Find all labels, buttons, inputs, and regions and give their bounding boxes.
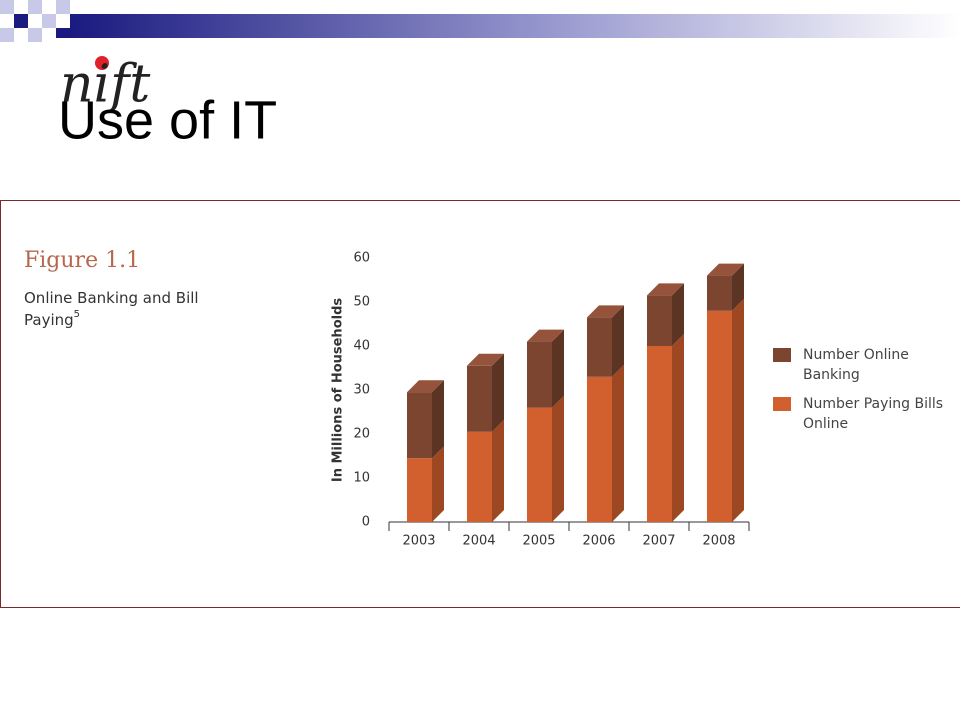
- y-tick-label: 30: [353, 383, 370, 398]
- bar-side: [492, 419, 504, 522]
- bar-top: [587, 305, 624, 318]
- bar: [707, 310, 732, 522]
- bar-top: [647, 283, 684, 296]
- bar-top: [407, 380, 444, 393]
- bar-top: [467, 353, 504, 366]
- legend-line: Online: [803, 416, 848, 432]
- bar: [587, 376, 612, 522]
- bar-side: [672, 283, 684, 346]
- bar: [647, 295, 672, 346]
- x-tick-label: 2005: [522, 534, 555, 549]
- bar-top: [527, 329, 564, 342]
- bar-side: [432, 380, 444, 459]
- legend-label: Number Online Banking: [803, 347, 909, 383]
- legend-label: Number Paying Bills Online: [803, 396, 943, 432]
- y-tick-label: 0: [362, 515, 370, 530]
- legend-line: Number Online: [803, 347, 909, 363]
- legend-swatch: [773, 348, 791, 362]
- logo: nift: [60, 55, 150, 115]
- chart-title: Online Banking and Bill Paying5: [24, 289, 199, 329]
- chart-title-line: Online Banking and Bill: [24, 289, 199, 307]
- logo-dot: [95, 56, 109, 70]
- bar-side: [732, 298, 744, 522]
- x-tick-label: 2004: [462, 534, 495, 549]
- bar-side: [552, 329, 564, 408]
- x-tick-label: 2003: [402, 534, 435, 549]
- bar: [647, 346, 672, 522]
- legend-line: Number Paying Bills: [803, 396, 943, 412]
- bar: [467, 365, 492, 432]
- bar-side: [552, 395, 564, 522]
- bar: [707, 275, 732, 311]
- bar: [587, 317, 612, 377]
- y-tick-label: 20: [353, 427, 370, 442]
- bar-side: [612, 305, 624, 377]
- y-tick-label: 40: [353, 339, 370, 354]
- bar-side: [432, 446, 444, 522]
- bar: [467, 431, 492, 522]
- bar: [527, 407, 552, 522]
- x-tick-label: 2006: [582, 534, 615, 549]
- bar-side: [672, 334, 684, 522]
- bar: [407, 458, 432, 522]
- bar-side: [612, 364, 624, 522]
- legend-line: Banking: [803, 367, 860, 383]
- y-tick-label: 10: [353, 471, 370, 486]
- bar-side: [732, 263, 744, 311]
- bar-top: [707, 263, 744, 276]
- y-tick-label: 50: [353, 295, 370, 310]
- slide-title: Use of IT: [58, 90, 277, 150]
- chart-title-line: Paying: [24, 311, 74, 329]
- y-tick-label: 60: [353, 251, 370, 266]
- footnote-mark: 5: [74, 309, 80, 320]
- legend-swatch: [773, 397, 791, 411]
- y-axis-label: In Millions of Households: [331, 298, 346, 483]
- bar: [527, 341, 552, 408]
- bar: [407, 392, 432, 459]
- x-tick-label: 2007: [642, 534, 675, 549]
- x-tick-label: 2008: [702, 534, 735, 549]
- figure-label: Figure 1.1: [24, 248, 140, 273]
- header-decoration: [0, 0, 960, 42]
- bar-side: [492, 353, 504, 432]
